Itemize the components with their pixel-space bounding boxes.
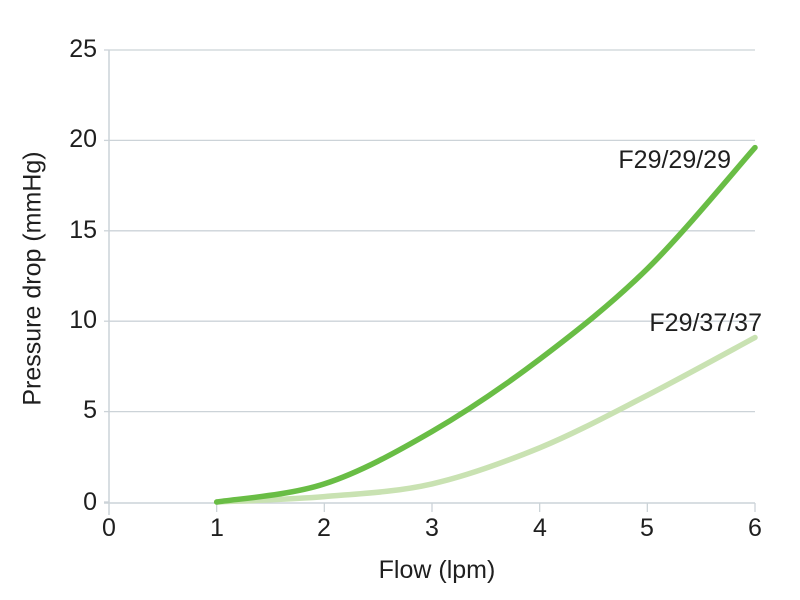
y-tick-label-0: 0 [83,488,97,516]
y-axis-title: Pressure drop (mmHg) [18,151,47,406]
series-label-f29-29-29: F29/29/29 [618,146,731,174]
y-tick-label-15: 15 [69,216,97,244]
x-tick-label-0: 0 [102,514,116,542]
x-tick-label-3: 3 [425,514,439,542]
x-tick-label-6: 6 [748,514,762,542]
y-tick-label-5: 5 [83,396,97,424]
x-tick-label-5: 5 [640,514,654,542]
x-tick-label-2: 2 [317,514,331,542]
x-axis-title: Flow (lpm) [378,556,496,584]
y-tick-label-25: 25 [69,35,97,63]
series-label-f29-37-37: F29/37/37 [649,309,762,337]
y-tick-label-20: 20 [69,125,97,153]
x-tick-label-4: 4 [533,514,547,542]
y-tick-label-10: 10 [69,306,97,334]
x-tick-label-1: 1 [210,514,224,542]
series-line-F29-37-37 [213,334,758,505]
series-line-F29-29-29 [213,144,758,505]
